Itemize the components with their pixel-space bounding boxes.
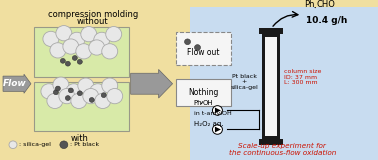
Polygon shape	[215, 108, 221, 113]
Circle shape	[65, 96, 70, 100]
Text: column size
ID: 37 mm
L: 300 mm: column size ID: 37 mm L: 300 mm	[284, 69, 322, 85]
Text: OH: OH	[203, 100, 213, 106]
Circle shape	[76, 44, 92, 59]
Circle shape	[102, 44, 118, 59]
Text: Pt black
+
silica-gel: Pt black + silica-gel	[231, 74, 258, 90]
Bar	[259, 139, 283, 145]
Circle shape	[60, 58, 65, 63]
Circle shape	[102, 78, 118, 93]
Circle shape	[65, 61, 70, 66]
Circle shape	[81, 27, 97, 42]
Circle shape	[89, 98, 94, 102]
Circle shape	[56, 26, 72, 41]
Circle shape	[9, 141, 17, 148]
Circle shape	[53, 90, 58, 95]
Circle shape	[53, 77, 69, 92]
FancyBboxPatch shape	[34, 28, 129, 77]
Circle shape	[69, 32, 85, 48]
Circle shape	[195, 45, 200, 50]
Circle shape	[107, 88, 123, 104]
Circle shape	[83, 88, 99, 104]
Circle shape	[71, 93, 87, 108]
Bar	[259, 28, 283, 34]
Circle shape	[95, 93, 111, 108]
Circle shape	[78, 78, 94, 93]
Text: Ph: Ph	[194, 100, 202, 106]
Circle shape	[77, 59, 82, 64]
Circle shape	[60, 141, 68, 148]
Circle shape	[101, 93, 106, 98]
Circle shape	[63, 39, 79, 54]
FancyArrow shape	[131, 69, 173, 98]
Text: Flow: Flow	[3, 79, 27, 88]
Text: 10.4 g/h: 10.4 g/h	[306, 16, 347, 25]
Text: Nothing: Nothing	[188, 88, 218, 97]
Circle shape	[68, 88, 73, 93]
Text: CHO: CHO	[316, 0, 335, 9]
Text: : Pt black: : Pt black	[70, 142, 99, 147]
Circle shape	[66, 84, 82, 99]
Circle shape	[106, 27, 122, 42]
Circle shape	[89, 40, 105, 55]
FancyArrow shape	[3, 74, 31, 93]
Circle shape	[90, 84, 106, 99]
Circle shape	[50, 43, 66, 58]
Circle shape	[56, 86, 60, 91]
Polygon shape	[215, 127, 221, 132]
Circle shape	[59, 88, 75, 104]
Circle shape	[47, 93, 63, 108]
Circle shape	[212, 125, 222, 134]
Text: Scale-up experiment for
the continuous-flow oxidation: Scale-up experiment for the continuous-f…	[229, 143, 336, 156]
Text: without: without	[77, 17, 108, 26]
Bar	[189, 8, 378, 160]
Bar	[265, 37, 277, 136]
Text: H₂O₂ aq.: H₂O₂ aq.	[194, 121, 223, 127]
Circle shape	[41, 84, 57, 99]
Bar	[262, 34, 280, 139]
Text: in t-amylOH: in t-amylOH	[194, 111, 231, 116]
Text: compression molding: compression molding	[48, 10, 138, 19]
FancyBboxPatch shape	[175, 79, 231, 106]
Circle shape	[184, 39, 191, 45]
Circle shape	[77, 91, 82, 96]
Circle shape	[94, 32, 110, 48]
Text: : silica-gel: : silica-gel	[19, 142, 51, 147]
Text: Ph: Ph	[304, 0, 315, 9]
Circle shape	[72, 56, 77, 60]
Text: with: with	[71, 134, 89, 143]
Circle shape	[43, 31, 59, 47]
FancyBboxPatch shape	[175, 32, 231, 65]
FancyBboxPatch shape	[34, 82, 129, 131]
Bar	[1, 8, 189, 160]
Text: Flow out: Flow out	[187, 48, 220, 57]
Circle shape	[212, 106, 222, 115]
